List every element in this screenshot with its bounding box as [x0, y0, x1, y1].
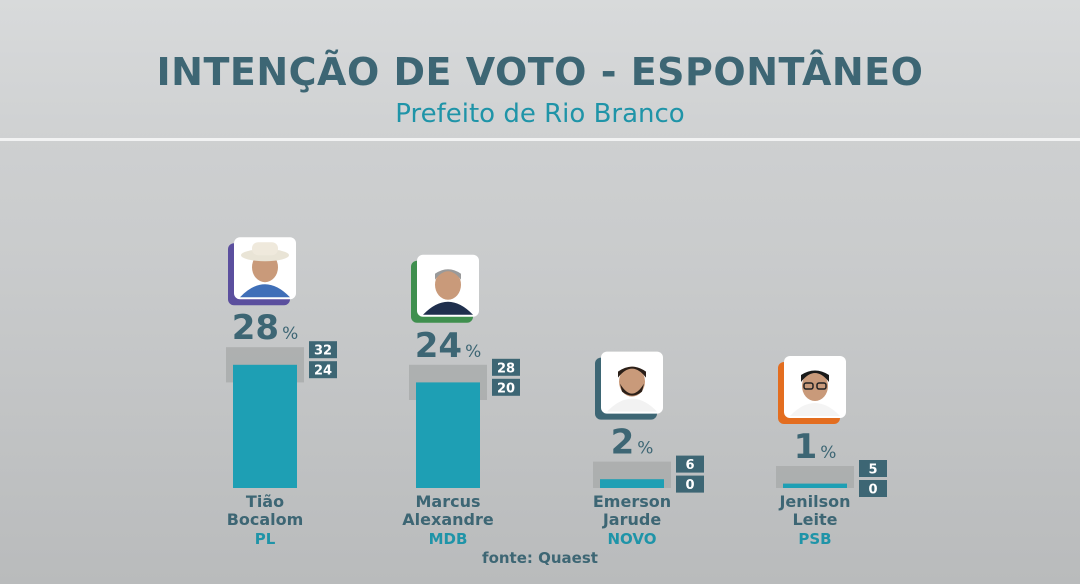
candidate-name-line2: Jarude [602, 510, 661, 529]
shirt [607, 398, 657, 412]
hat-crown [252, 242, 278, 256]
candidate-name-line2: Alexandre [402, 510, 494, 529]
shirt [790, 403, 840, 416]
upper-bound-box [492, 358, 520, 376]
upper-bound-label: 5 [868, 463, 877, 478]
hair [618, 366, 646, 378]
value-label: 28% [232, 308, 298, 348]
source-note: fonte: Quaest [482, 549, 598, 567]
lower-bound-label: 20 [497, 381, 515, 396]
upper-bound-box [859, 460, 887, 477]
candidate-name-line1: Tião [246, 492, 284, 511]
upper-bound-box [676, 455, 704, 473]
bar [783, 483, 847, 488]
lower-bound-box [492, 378, 520, 396]
value-label: 1% [794, 427, 837, 467]
candidate-name-line1: Jenilson [778, 492, 850, 511]
candidate-photo-beard [607, 366, 657, 412]
value-label: 2% [611, 423, 654, 463]
upper-bound-label: 6 [685, 458, 694, 473]
bar [416, 382, 480, 488]
head [435, 269, 461, 300]
glasses-left [803, 382, 814, 390]
head [802, 371, 828, 401]
bar [600, 479, 664, 488]
head [619, 366, 645, 397]
error-range [776, 466, 854, 488]
header: INTENÇÃO DE VOTO - ESPONTÂNEO Prefeito d… [0, 0, 1080, 141]
shirt [423, 301, 473, 315]
candidate-name-line2: Bocalom [227, 510, 304, 529]
header-divider [0, 138, 1080, 141]
value-label: 24% [415, 326, 481, 366]
chart-title: INTENÇÃO DE VOTO - ESPONTÂNEO [156, 50, 924, 94]
bar [233, 364, 297, 488]
glasses-right [816, 382, 827, 390]
beard [620, 383, 644, 396]
candidate-name-line1: Emerson [593, 492, 671, 511]
party-label: PSB [798, 530, 831, 548]
lower-bound-label: 0 [685, 478, 694, 493]
chart-subtitle: Prefeito de Rio Branco [395, 99, 685, 129]
candidate-name-line1: Marcus [415, 492, 480, 511]
lower-bound-box [859, 480, 887, 497]
hair [801, 370, 829, 382]
candidate-photo-glasses [790, 370, 840, 416]
candidate-photo-hat [240, 242, 290, 298]
upper-bound-label: 28 [497, 361, 515, 376]
lower-bound-label: 0 [868, 483, 877, 498]
party-label: PL [255, 530, 276, 548]
upper-bound-box [309, 341, 337, 359]
party-label: MDB [429, 530, 468, 548]
party-label: NOVO [608, 530, 657, 548]
candidate-photo-suit [423, 269, 473, 315]
upper-bound-label: 32 [314, 344, 332, 359]
hair [435, 269, 461, 280]
candidate-name-line2: Leite [792, 510, 837, 529]
lower-bound-box [309, 361, 337, 379]
lower-bound-box [676, 475, 704, 493]
shirt [240, 284, 290, 298]
lower-bound-label: 24 [314, 364, 332, 379]
